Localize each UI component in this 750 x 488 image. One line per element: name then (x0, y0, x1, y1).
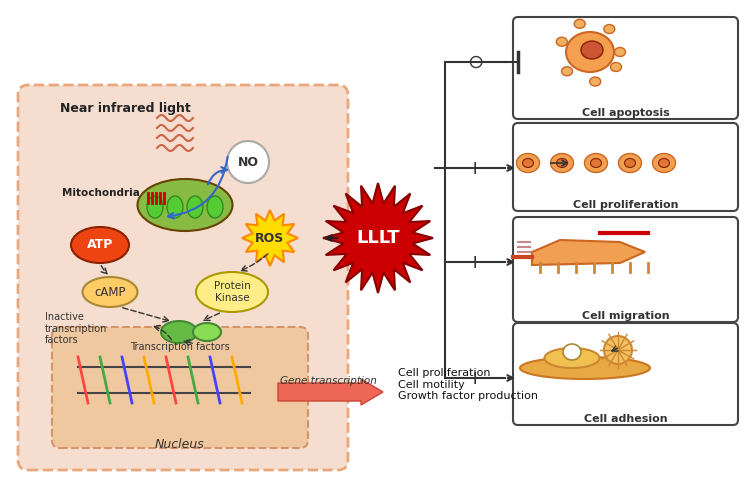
Text: Protein
Kinase: Protein Kinase (214, 281, 250, 303)
Text: Inactive
transcription
factors: Inactive transcription factors (45, 312, 107, 345)
Polygon shape (532, 240, 645, 265)
Ellipse shape (581, 41, 603, 59)
Ellipse shape (517, 154, 539, 172)
Text: +: + (466, 252, 483, 271)
Ellipse shape (619, 154, 641, 172)
FancyBboxPatch shape (513, 123, 738, 211)
Ellipse shape (193, 323, 221, 341)
Ellipse shape (590, 77, 601, 86)
Ellipse shape (523, 159, 533, 167)
Text: Mitochondria: Mitochondria (62, 188, 140, 198)
Text: ⊖: ⊖ (466, 53, 483, 72)
Ellipse shape (556, 37, 567, 46)
Ellipse shape (544, 348, 599, 368)
Polygon shape (323, 183, 433, 293)
Circle shape (604, 336, 632, 364)
Ellipse shape (604, 24, 615, 34)
Ellipse shape (161, 321, 197, 343)
FancyArrow shape (278, 379, 383, 405)
FancyBboxPatch shape (18, 85, 348, 470)
Text: Cell apoptosis: Cell apoptosis (582, 108, 669, 118)
Text: +: + (466, 159, 483, 178)
Ellipse shape (566, 32, 614, 72)
Ellipse shape (556, 159, 568, 167)
Ellipse shape (584, 154, 608, 172)
Ellipse shape (562, 67, 572, 76)
Ellipse shape (82, 277, 137, 307)
Ellipse shape (167, 196, 183, 218)
Text: Transcription factors: Transcription factors (130, 342, 230, 352)
Polygon shape (242, 210, 298, 266)
FancyBboxPatch shape (513, 323, 738, 425)
FancyBboxPatch shape (52, 327, 308, 448)
Ellipse shape (137, 179, 232, 231)
Circle shape (227, 141, 269, 183)
Ellipse shape (207, 196, 223, 218)
Text: Gene transcription: Gene transcription (280, 376, 376, 386)
Text: LLLT: LLLT (356, 229, 400, 247)
Ellipse shape (563, 344, 581, 360)
Text: cAMP: cAMP (94, 285, 126, 299)
Text: Cell adhesion: Cell adhesion (584, 414, 668, 424)
Text: ATP: ATP (87, 239, 113, 251)
FancyBboxPatch shape (513, 217, 738, 322)
Text: NO: NO (238, 156, 259, 168)
FancyBboxPatch shape (513, 17, 738, 119)
Text: Cell proliferation: Cell proliferation (573, 200, 678, 210)
Ellipse shape (550, 154, 574, 172)
Ellipse shape (658, 159, 670, 167)
Text: Cell proliferation
Cell motility
Growth factor production: Cell proliferation Cell motility Growth … (398, 368, 538, 401)
Text: Near infrared light: Near infrared light (60, 102, 190, 115)
Ellipse shape (574, 20, 585, 28)
Ellipse shape (590, 159, 602, 167)
Ellipse shape (652, 154, 676, 172)
Text: +: + (466, 368, 483, 387)
Ellipse shape (520, 357, 650, 379)
Ellipse shape (614, 47, 626, 57)
Ellipse shape (196, 272, 268, 312)
Ellipse shape (147, 196, 163, 218)
Ellipse shape (625, 159, 635, 167)
Ellipse shape (187, 196, 203, 218)
Ellipse shape (610, 62, 622, 72)
Text: Cell migration: Cell migration (582, 311, 669, 321)
Ellipse shape (71, 227, 129, 263)
Text: Nucleus: Nucleus (155, 438, 205, 451)
Text: ROS: ROS (255, 231, 285, 244)
